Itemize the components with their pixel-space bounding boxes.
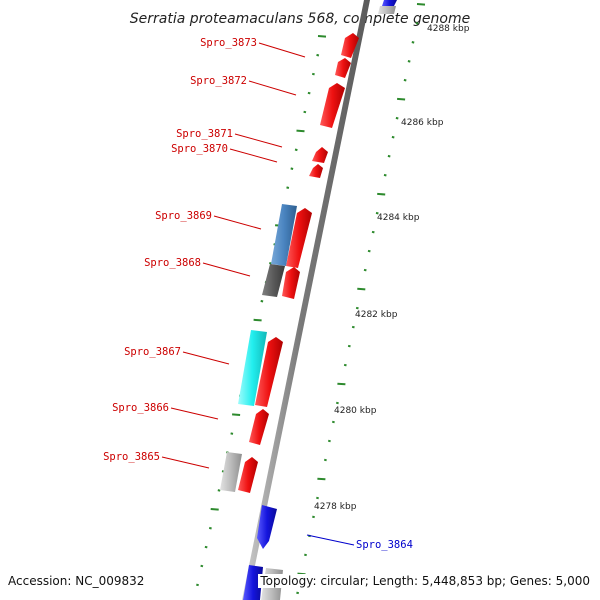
gene-label-spro-3872[interactable]: Spro_3872 xyxy=(190,75,247,87)
feature-block-dark[interactable] xyxy=(262,264,285,297)
major-tick xyxy=(296,129,305,133)
minor-tick xyxy=(415,22,419,25)
kbp-label-4282: 4282 kbp xyxy=(355,310,398,320)
gene-spro-3869[interactable] xyxy=(286,208,312,268)
gene-blue-top[interactable] xyxy=(382,0,397,6)
minor-tick xyxy=(303,110,307,114)
kbp-label-4284: 4284 kbp xyxy=(377,213,420,223)
leader-line-spro-3869 xyxy=(213,215,262,230)
minor-tick xyxy=(335,401,339,405)
major-tick xyxy=(253,318,262,322)
minor-tick xyxy=(200,564,204,568)
feature-block-cyan[interactable] xyxy=(238,330,267,406)
minor-tick xyxy=(294,148,298,152)
feature-block-light[interactable] xyxy=(220,452,242,492)
genome-title: Serratia proteamaculans 568, complete ge… xyxy=(130,11,470,27)
minor-tick xyxy=(375,211,379,215)
minor-tick xyxy=(290,167,294,170)
gene-label-spro-3871[interactable]: Spro_3871 xyxy=(176,128,233,140)
minor-tick xyxy=(204,545,208,549)
gene-label-spro-3867[interactable]: Spro_3867 xyxy=(124,346,181,358)
major-tick xyxy=(210,508,219,511)
major-tick xyxy=(317,477,326,481)
gene-label-spro-3870[interactable]: Spro_3870 xyxy=(171,143,228,155)
gene-label-spro-3869[interactable]: Spro_3869 xyxy=(155,210,212,222)
leader-line-spro-3872 xyxy=(248,80,297,96)
minor-tick xyxy=(296,591,300,595)
minor-tick xyxy=(260,299,264,303)
major-tick xyxy=(337,382,346,386)
leader-line-spro-3866 xyxy=(170,407,219,420)
gene-spro-3866[interactable] xyxy=(249,409,269,445)
kbp-label-4278: 4278 kbp xyxy=(314,502,357,512)
minor-tick xyxy=(196,583,199,587)
minor-tick xyxy=(367,249,371,253)
genome-backbone xyxy=(242,0,370,600)
gene-label-spro-3865[interactable]: Spro_3865 xyxy=(103,451,160,463)
gene-spro-3864[interactable] xyxy=(257,505,277,549)
minor-tick xyxy=(355,306,359,310)
gene-label-spro-3864[interactable]: Spro_3864 xyxy=(356,539,413,551)
minor-tick xyxy=(316,53,320,57)
kbp-label-4286: 4286 kbp xyxy=(401,118,444,128)
kbp-tick-marks xyxy=(296,3,426,595)
minor-tick xyxy=(371,230,375,234)
leader-line-spro-3867 xyxy=(182,351,230,365)
gene-spro-3865[interactable] xyxy=(238,457,258,493)
leader-line-spro-3868 xyxy=(202,262,251,277)
gene-spro-3872-part[interactable] xyxy=(335,58,351,78)
minor-tick xyxy=(311,72,315,76)
minor-tick xyxy=(395,116,399,120)
minor-tick xyxy=(312,515,315,519)
minor-tick xyxy=(351,325,355,329)
minor-tick xyxy=(208,526,212,530)
gene-spro-3873[interactable] xyxy=(341,33,359,58)
minor-tick xyxy=(403,78,407,82)
minor-tick xyxy=(327,439,331,443)
minor-tick xyxy=(411,41,415,44)
major-tick xyxy=(416,3,426,6)
minor-tick xyxy=(307,91,311,95)
gene-spro-3870[interactable] xyxy=(309,164,323,178)
feature-block-steel[interactable] xyxy=(271,204,297,266)
minor-tick xyxy=(383,173,387,177)
leader-line-spro-3871 xyxy=(234,133,283,148)
leader-line-spro-3870 xyxy=(229,148,278,163)
minor-tick xyxy=(363,268,367,272)
leader-line-spro-3865 xyxy=(161,456,210,469)
major-tick xyxy=(377,192,386,196)
gene-label-spro-3868[interactable]: Spro_3868 xyxy=(144,257,201,269)
kbp-label-4288: 4288 kbp xyxy=(427,24,470,34)
minor-tick xyxy=(347,344,351,348)
gene-spro-3871[interactable] xyxy=(312,147,328,163)
minor-tick xyxy=(286,186,290,189)
gene-blue-bottom[interactable] xyxy=(243,565,263,600)
minor-tick xyxy=(331,420,335,424)
gene-label-spro-3873[interactable]: Spro_3873 xyxy=(200,37,257,49)
genome-stats-text: Topology: circular; Length: 5,448,853 bp… xyxy=(258,574,592,588)
leader-line-spro-3873 xyxy=(258,42,306,58)
minor-tick xyxy=(407,60,411,63)
minor-tick xyxy=(323,458,327,462)
major-tick xyxy=(397,97,406,101)
minor-tick xyxy=(387,154,391,158)
major-tick xyxy=(317,35,327,38)
gene-gray-top[interactable] xyxy=(378,6,396,14)
gene-spro-3872[interactable] xyxy=(320,83,345,128)
accession-text: Accession: NC_009832 xyxy=(6,574,147,588)
minor-tick xyxy=(230,432,234,435)
gene-spro-3867[interactable] xyxy=(255,337,283,407)
gene-label-spro-3866[interactable]: Spro_3866 xyxy=(112,402,169,414)
minor-tick xyxy=(391,135,395,139)
minor-tick xyxy=(343,363,347,367)
major-tick xyxy=(232,413,241,416)
leader-line-spro-3864 xyxy=(306,534,355,546)
kbp-label-4280: 4280 kbp xyxy=(334,406,377,416)
minor-tick xyxy=(217,489,221,492)
minor-tick xyxy=(316,496,319,500)
gene-spro-3868[interactable] xyxy=(282,267,300,299)
major-tick xyxy=(357,287,366,291)
minor-tick xyxy=(304,553,307,557)
